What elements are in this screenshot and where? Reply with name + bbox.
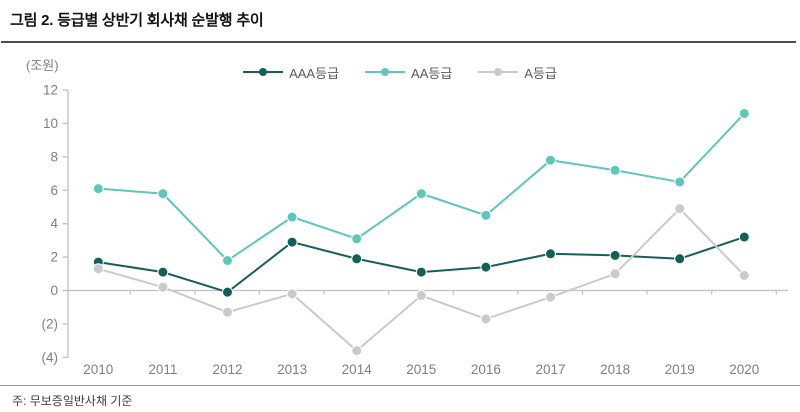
svg-text:12: 12 xyxy=(43,84,58,98)
svg-text:2013: 2013 xyxy=(277,362,307,377)
svg-text:2010: 2010 xyxy=(83,362,113,377)
svg-text:2017: 2017 xyxy=(535,362,565,377)
svg-text:2020: 2020 xyxy=(729,362,759,377)
svg-text:4: 4 xyxy=(50,216,58,231)
svg-text:10: 10 xyxy=(43,116,58,131)
legend-item-AAA등급: AAA등급 xyxy=(243,63,339,82)
legend-line-dot-icon xyxy=(243,68,284,76)
svg-text:(4): (4) xyxy=(42,350,59,365)
y-axis-unit-label: (조원) xyxy=(26,58,59,73)
legend-line-dot-icon xyxy=(365,68,406,76)
legend-label: AAA등급 xyxy=(289,65,340,81)
svg-text:2012: 2012 xyxy=(212,362,242,377)
legend-label: A등급 xyxy=(524,65,557,81)
chart-area: (조원) AAA등급 AA등급 A등급 (4) (2) 0 2 4 6 8 10 12 2010 201… xyxy=(0,43,800,385)
legend-line-dot-icon xyxy=(478,68,519,76)
legend-label: AA등급 xyxy=(411,65,453,81)
figure-title: 그림 2. 등급별 상반기 회사채 순발행 추이 xyxy=(10,12,264,29)
legend-item-A등급: A등급 xyxy=(478,63,557,82)
svg-text:2: 2 xyxy=(50,250,58,265)
title-divider xyxy=(1,41,796,43)
svg-text:2018: 2018 xyxy=(600,362,630,377)
svg-text:2016: 2016 xyxy=(471,362,501,377)
svg-text:0: 0 xyxy=(50,283,58,298)
legend-item-AA등급: AA등급 xyxy=(365,63,452,82)
svg-text:2019: 2019 xyxy=(665,362,695,377)
svg-text:8: 8 xyxy=(50,149,58,164)
svg-text:2015: 2015 xyxy=(406,362,436,377)
svg-text:2011: 2011 xyxy=(148,362,177,377)
figure-header: 그림 2. 등급별 상반기 회사채 순발행 추이 xyxy=(0,0,800,43)
svg-text:(2): (2) xyxy=(42,316,59,331)
footer-divider xyxy=(0,385,800,386)
figure-footer: 주: 무보증일반사채 기준 xyxy=(0,385,800,412)
chart-legend: AAA등급 AA등급 A등급 xyxy=(0,63,800,81)
line-chart: (4) (2) 0 2 4 6 8 10 12 2010 2011 2012 2013 2014 2015 2… xyxy=(42,84,788,377)
svg-text:6: 6 xyxy=(50,183,58,198)
svg-text:2014: 2014 xyxy=(342,362,373,377)
footnote: 주: 무보증일반사채 기준 xyxy=(12,394,133,408)
